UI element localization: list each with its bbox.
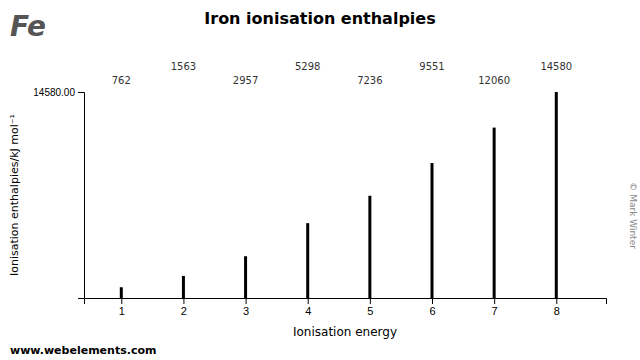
y-tick-mark [78, 92, 84, 93]
plot-area: 1 2 3 4 5 6 7 8 14580.00 762 1563 2957 5298 7236 9551 1… [33, 61, 606, 317]
data-label: 14580 [540, 61, 572, 72]
x-tick-label: 2 [181, 305, 187, 317]
data-label: 1563 [171, 61, 196, 72]
x-tick-mark [308, 298, 309, 304]
y-axis: 14580.00 [33, 87, 84, 299]
copyright: © Mark Winter [628, 182, 638, 249]
bar [368, 196, 371, 298]
x-tick: 7 [492, 298, 498, 317]
data-label: 2957 [233, 75, 258, 86]
x-tick-mark [183, 298, 184, 304]
x-axis-line [85, 299, 607, 305]
x-axis: 1 2 3 4 5 6 7 8 [85, 298, 607, 317]
x-tick: 1 [119, 298, 125, 317]
x-tick-mark [432, 298, 433, 304]
data-label: 9551 [419, 61, 444, 72]
x-axis-label: Ionisation energy [293, 325, 397, 339]
x-tick-label: 7 [492, 305, 498, 317]
y-tick: 14580.00 [33, 87, 84, 98]
x-tick: 3 [243, 298, 249, 317]
x-tick-label: 5 [367, 305, 373, 317]
element-symbol: Fe [10, 10, 46, 43]
bars [121, 92, 556, 298]
y-axis-line [78, 93, 85, 299]
data-label: 5298 [295, 61, 320, 72]
x-tick-label: 6 [429, 305, 435, 317]
title: Iron ionisation enthalpies [204, 9, 435, 28]
data-label: 7236 [357, 75, 382, 86]
x-tick-mark [494, 298, 495, 304]
bar [182, 276, 185, 298]
chart-svg: 1 2 3 4 5 6 7 8 14580.00 762 1563 2957 5298 7236 9551 1… [0, 0, 640, 360]
data-label: 762 [112, 75, 131, 86]
x-tick-mark [370, 298, 371, 304]
bar [493, 128, 496, 298]
bar [244, 256, 247, 298]
bar [120, 287, 123, 298]
x-tick: 6 [429, 298, 435, 317]
x-tick: 8 [554, 298, 560, 317]
x-tick: 2 [181, 298, 187, 317]
y-tick-label: 14580.00 [33, 87, 75, 98]
x-tick-mark [556, 298, 557, 304]
x-tick-mark [121, 298, 122, 304]
x-tick-label: 1 [119, 305, 125, 317]
x-tick: 4 [305, 298, 311, 317]
x-tick: 5 [367, 298, 373, 317]
x-tick-label: 8 [554, 305, 560, 317]
x-tick-label: 3 [243, 305, 249, 317]
bar [306, 223, 309, 298]
x-tick-label: 4 [305, 305, 311, 317]
y-axis-label: Ionisation enthalpies/kJ mol⁻¹ [8, 114, 21, 276]
data-labels: 762 1563 2957 5298 7236 9551 12060 14580 [112, 61, 572, 86]
x-tick-mark [246, 298, 247, 304]
data-label: 12060 [478, 75, 510, 86]
website: www.webelements.com [10, 344, 156, 357]
bar [555, 92, 558, 298]
bar [431, 163, 434, 298]
